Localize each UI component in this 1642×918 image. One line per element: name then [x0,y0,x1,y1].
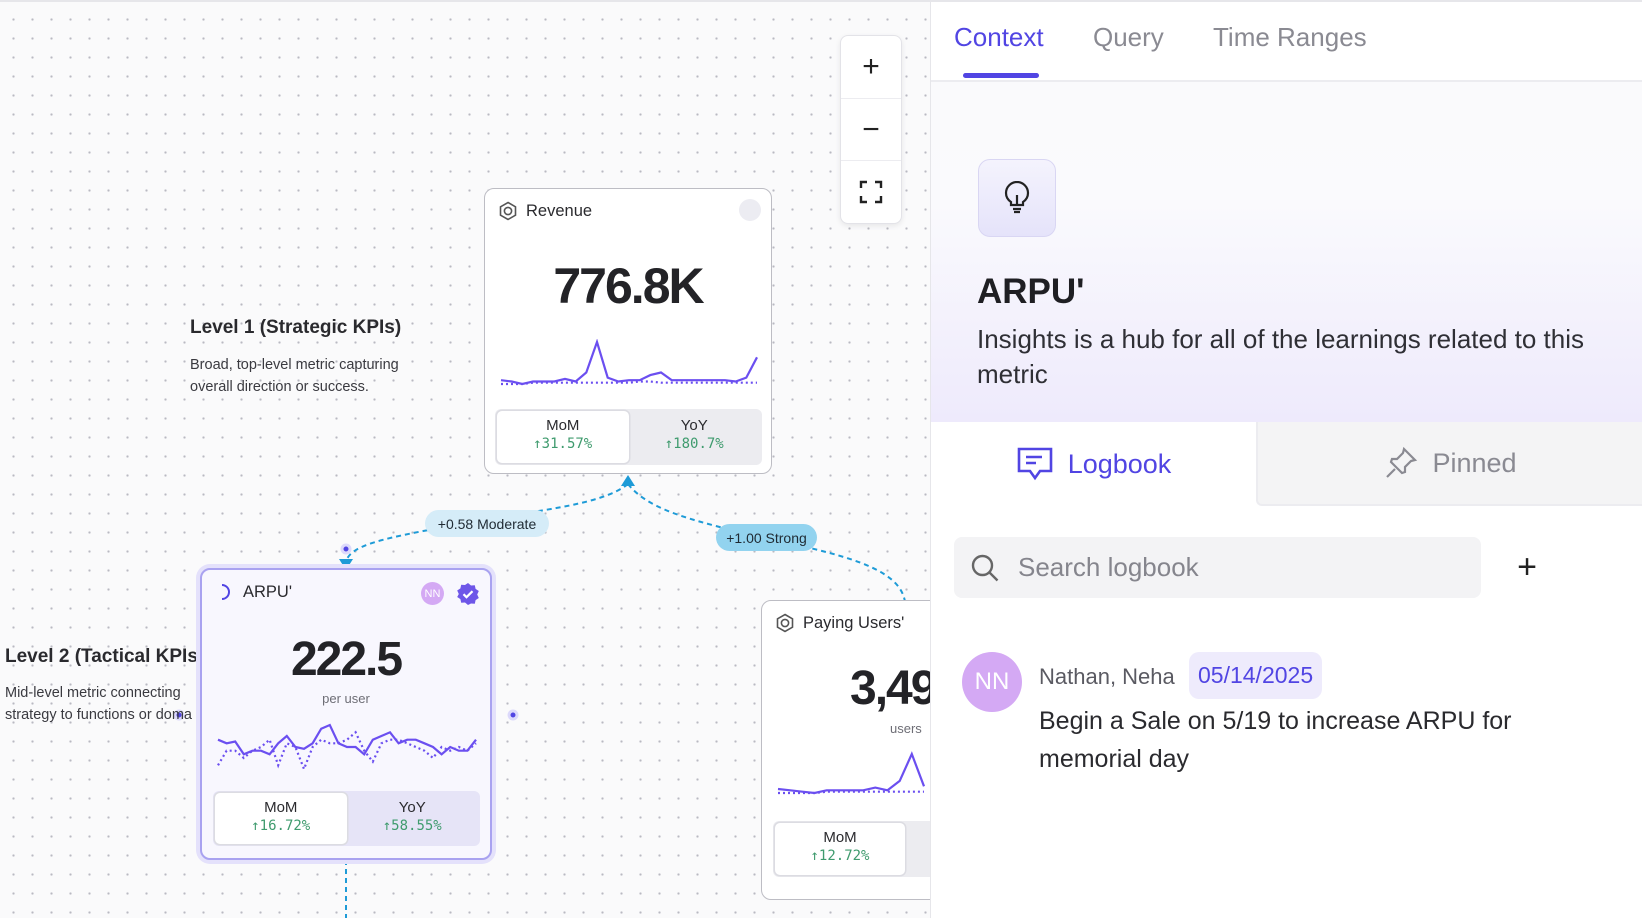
logbook-search [954,537,1481,598]
metric-tree-canvas[interactable]: +0.58 Moderate +1.00 Strong + − Level 1 … [0,0,930,918]
insight-icon-box [978,159,1056,237]
tab-logbook[interactable]: Logbook [931,422,1256,506]
tab-time-ranges[interactable]: Time Ranges [1213,22,1367,52]
context-panel: Context Query Time Ranges ARPU' Insights… [930,0,1642,918]
level-2-description: Mid-level metric connecting strategy to … [5,685,192,723]
tab-pinned[interactable]: Pinned [1256,422,1642,506]
sparkline-actual [500,339,758,386]
yoy-tab[interactable]: YoY ↑58.55% [347,793,479,844]
fit-screen-button[interactable] [841,161,901,223]
zoom-controls: + − [840,35,902,224]
comparison-toggle: MoM ↑16.72% YoY ↑58.55% [213,791,480,846]
metric-description: Insights is a hub for all of the learnin… [977,324,1585,389]
metric-name: ARPU' [243,582,292,601]
entry-text: Begin a Sale on 5/19 to increase ARPU fo… [1039,707,1512,773]
sparkline [777,751,926,795]
message-icon [1017,447,1052,481]
yoy-label: YoY [680,417,708,434]
tab-logbook-label: Logbook [1067,448,1172,479]
level-2-title: Level 2 (Tactical KPIs) [5,646,205,667]
zoom-out-button[interactable]: − [841,99,901,162]
level-1-description: Broad, top-level metric capturing overal… [190,357,399,395]
edge-label-strong[interactable]: +1.00 Strong [716,524,817,551]
metric-name: Paying Users' [803,613,905,632]
sparkline [500,339,758,386]
owner-avatar: NN [421,582,444,605]
metric-value: 222.5 [290,633,403,686]
metric-unit: per user [322,691,370,706]
logbook-tabs: Logbook Pinned [931,422,1642,506]
metric-name: Revenue [526,201,593,220]
sparkline-actual [777,751,926,795]
active-tab-indicator [963,73,1039,78]
mom-tab[interactable]: MoM ↑31.57% [497,411,629,463]
handle-dot[interactable] [340,543,352,555]
metric-card-arpu[interactable]: ARPU' NN 222.5 per user MoM ↑16.72% YoY ↑5… [200,568,492,860]
metric-card-revenue[interactable]: Revenue 776.8K MoM ↑31.57% YoY ↑180.7% [484,188,772,474]
mom-value: ↑12.72% [810,848,870,864]
metric-card-paying-users[interactable]: Paying Users' 3,49 users MoM ↑12.72% [761,600,930,900]
metric-hero: ARPU' Insights is a hub for all of the l… [931,82,1642,422]
sparkline [217,723,477,772]
author-name: Nathan, Neha [1039,664,1175,689]
comparison-toggle: MoM ↑31.57% YoY ↑180.7% [495,409,762,465]
mom-value: ↑16.72% [251,818,311,834]
mom-tab[interactable]: MoM ↑12.72% [775,823,905,875]
lightbulb-icon [1004,181,1030,214]
level-1-title: Level 1 (Strategic KPIs) [190,317,402,338]
yoy-value: ↑180.7% [664,436,724,452]
metric-value: 776.8K [553,258,704,314]
edge-label-moderate[interactable]: +0.58 Moderate [425,510,549,537]
mom-value: ↑31.57% [533,436,593,452]
yoy-value: ↑58.55% [382,818,442,834]
mom-label: MoM [264,799,298,816]
handle-dot[interactable] [507,709,519,721]
metric-hexagon-icon [776,613,794,633]
verified-badge-icon [457,583,479,605]
metric-hexagon-icon [499,201,517,221]
metric-title: ARPU' [977,272,1085,311]
add-log-entry-button[interactable]: + [1517,548,1537,586]
mom-tab[interactable]: MoM ↑16.72% [215,793,347,844]
sparkline-actual [217,723,477,756]
loading-spinner-icon [221,584,230,600]
mom-label: MoM [823,829,857,846]
zoom-in-button[interactable]: + [841,36,901,99]
author-avatar: NN [962,652,1022,712]
search-icon [971,554,999,581]
tab-query[interactable]: Query [1093,22,1164,52]
fullscreen-icon [859,180,883,204]
comparison-toggle: MoM ↑12.72% [773,821,930,877]
yoy-tab[interactable] [905,823,930,875]
handle-dot[interactable] [173,709,185,721]
panel-tabs: Context Query Time Ranges [931,2,1642,82]
metric-unit: users [890,721,922,736]
yoy-label: YoY [398,799,426,816]
mom-label: MoM [546,417,580,434]
tab-pinned-label: Pinned [1432,447,1517,478]
search-logbook-input[interactable] [1018,552,1458,583]
sparkline-prior [778,790,924,795]
tab-context[interactable]: Context [954,22,1044,52]
yoy-tab[interactable]: YoY ↑180.7% [629,411,761,463]
owner-avatar-placeholder [739,199,761,221]
entry-date-badge: 05/14/2025 [1189,652,1323,699]
edge-arrow-arpu [339,559,353,570]
edge-arrow-revenue [621,475,635,486]
pin-icon [1386,446,1418,478]
metric-value: 3,49 [850,662,930,715]
